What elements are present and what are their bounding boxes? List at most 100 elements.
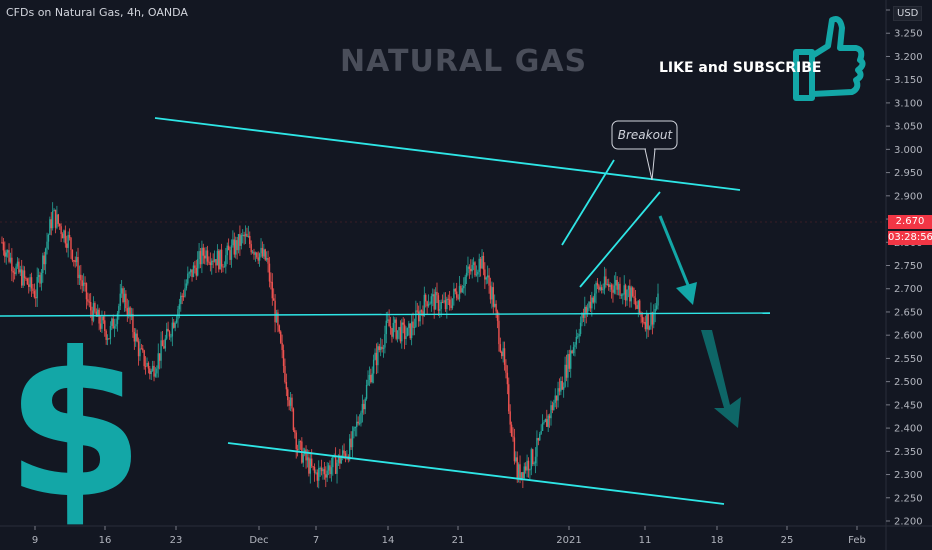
candle-body — [615, 279, 617, 286]
candle-body — [558, 388, 561, 392]
candle-body — [624, 285, 627, 301]
candle-body — [626, 289, 628, 301]
candle-body — [631, 287, 634, 297]
candle-body — [472, 262, 475, 266]
time-tick-label: Dec — [249, 535, 268, 546]
candle-body — [454, 288, 456, 292]
candle-body — [657, 293, 659, 306]
candle-body — [379, 346, 382, 350]
candle-body — [51, 211, 54, 229]
candle-body — [436, 291, 438, 296]
candle-body — [95, 311, 98, 317]
candle-body — [147, 362, 150, 369]
candle-body — [127, 307, 130, 316]
candle-body — [282, 350, 285, 366]
candle-body — [22, 270, 24, 286]
candle-body — [246, 233, 248, 237]
candle-body — [600, 287, 603, 290]
candle-body — [310, 458, 313, 467]
time-tick-label: 23 — [170, 535, 183, 546]
candle-body — [463, 285, 465, 289]
candle-body — [330, 467, 333, 475]
candle-body — [180, 295, 182, 305]
candle-body — [546, 419, 548, 427]
candle-body — [36, 277, 38, 299]
candle-body — [92, 303, 95, 321]
decorations: Breakout $ — [5, 16, 866, 543]
price-tick-label: 2.200 — [894, 517, 923, 528]
currency-label[interactable]: USD — [893, 6, 923, 21]
candle-body — [204, 255, 206, 259]
candle-body — [368, 374, 371, 380]
price-tick-label: 2.900 — [894, 191, 923, 202]
candle-body — [646, 313, 648, 330]
candle-body — [89, 302, 92, 311]
candle-body — [275, 312, 278, 323]
candle-body — [502, 348, 504, 357]
candle-body — [288, 400, 290, 406]
candle-body — [433, 294, 435, 310]
candle-body — [53, 209, 55, 212]
candle-body — [312, 466, 314, 468]
candle-body — [157, 353, 159, 369]
candle-body — [574, 344, 576, 348]
candle-body — [620, 294, 623, 296]
candle-body — [551, 405, 554, 411]
price-tick-label: 2.350 — [894, 447, 923, 458]
candle-body — [651, 312, 654, 325]
candle-body — [482, 255, 485, 270]
candle-body — [420, 310, 423, 312]
candle-body — [484, 269, 486, 280]
candle-body — [336, 462, 338, 474]
price-axis[interactable]: 2.200 2.250 2.300 2.350 2.400 2.450 2.500 2.550… — [885, 0, 923, 550]
candle-body — [15, 266, 17, 274]
candle-body — [595, 282, 597, 294]
candle-body — [211, 260, 213, 266]
candle-body — [644, 322, 647, 330]
time-axis[interactable]: 9 16 23 Dec 7 14 21 2021 11 18 25 Feb — [0, 525, 932, 546]
candle-body — [198, 251, 200, 259]
candle-body — [354, 427, 357, 429]
candle-body — [501, 351, 503, 357]
candle-body — [122, 288, 124, 303]
candle-body — [315, 472, 317, 474]
candle-body — [586, 307, 589, 314]
candle-body — [391, 328, 393, 337]
candle-body — [243, 234, 245, 237]
price-tick-label: 2.600 — [894, 331, 923, 342]
candle-body — [208, 261, 210, 263]
candle-body — [23, 270, 26, 278]
candle-body — [213, 259, 216, 262]
candle-body — [617, 283, 620, 290]
candle-body — [384, 334, 386, 348]
candle-body — [387, 319, 389, 321]
candle-body — [189, 269, 192, 273]
candle-body — [356, 421, 358, 428]
candle-body — [506, 372, 509, 385]
candle-body — [591, 297, 593, 309]
candle-body — [18, 261, 20, 273]
candle-body — [160, 340, 162, 361]
price-tick-label: 2.550 — [894, 354, 923, 365]
candle-body — [489, 285, 492, 300]
candle-body — [320, 467, 323, 472]
candle-body — [209, 262, 212, 266]
candle-body — [184, 288, 186, 297]
candle-body — [319, 467, 321, 469]
candle-body — [144, 366, 147, 368]
candle-body — [543, 421, 545, 423]
candle-body — [222, 266, 224, 268]
candle-body — [432, 294, 434, 297]
candle-body — [364, 398, 366, 410]
candle-body — [334, 455, 337, 474]
candle-body — [309, 458, 311, 474]
candle-body — [47, 234, 50, 242]
candle-body — [653, 312, 655, 325]
candle-body — [125, 293, 127, 309]
candle-body — [589, 301, 592, 309]
candle-body — [498, 320, 500, 345]
candle-body — [633, 296, 635, 299]
candle-body — [405, 336, 407, 340]
candle-body — [188, 272, 190, 274]
